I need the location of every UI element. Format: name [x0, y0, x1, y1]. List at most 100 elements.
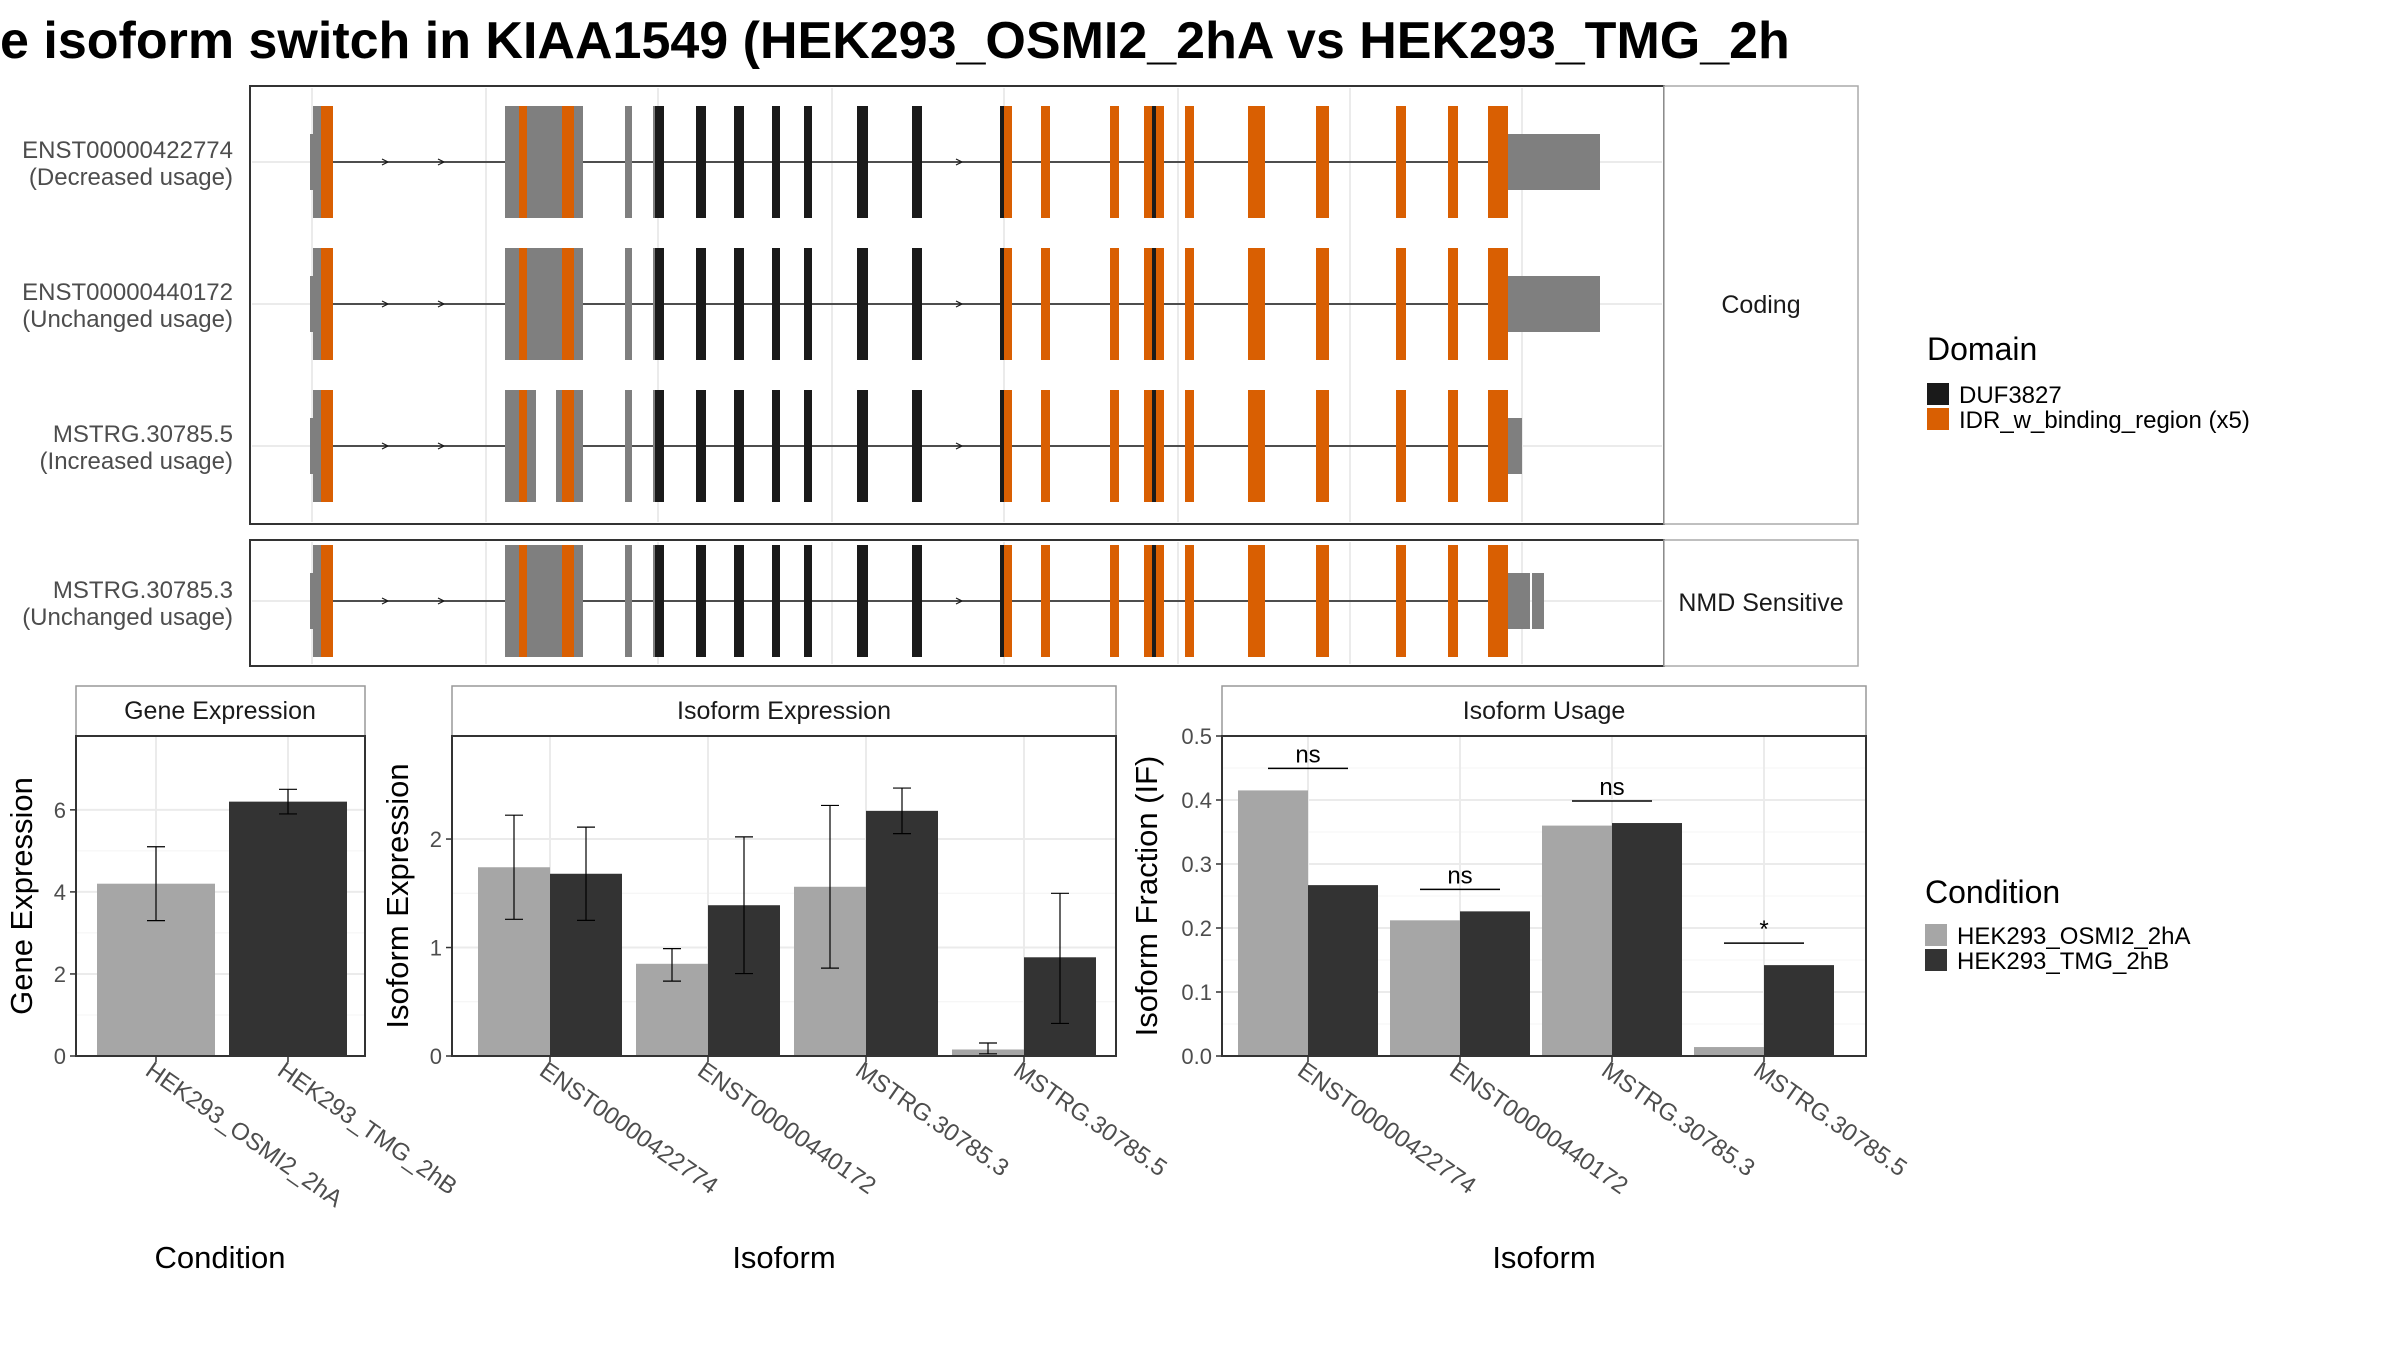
- duf3827-domain: [734, 390, 744, 502]
- idr-region: [1004, 248, 1012, 360]
- significance-label: ns: [1599, 774, 1624, 801]
- y-tick-label: 0.5: [1181, 724, 1212, 749]
- duf3827-domain: [1152, 248, 1156, 360]
- exon-block: [625, 390, 632, 502]
- y-tick-label: 4: [54, 880, 66, 905]
- utr-tail: [1508, 573, 1530, 629]
- duf3827-domain: [772, 106, 780, 218]
- x-tick-label: MSTRG.30785.3: [1597, 1057, 1760, 1182]
- idr-region: [1185, 248, 1194, 360]
- idr-region: [1041, 390, 1050, 502]
- idr-region: [1396, 390, 1406, 502]
- duf3827-domain: [912, 390, 922, 502]
- transcript-usage-2: (Unchanged usage): [22, 306, 233, 333]
- x-tick-label: MSTRG.30785.5: [1749, 1057, 1912, 1182]
- significance-label: ns: [1295, 741, 1320, 768]
- bar: [1460, 911, 1530, 1056]
- idr-region: [519, 545, 527, 657]
- y-tick-label: 0.1: [1181, 980, 1212, 1005]
- exon-gap: [536, 390, 556, 502]
- idr-region: [1448, 248, 1458, 360]
- y-tick-label: 2: [54, 962, 66, 987]
- duf3827-domain: [912, 248, 922, 360]
- idr-region: [562, 390, 574, 502]
- legend-swatch-idr: [1927, 408, 1949, 430]
- significance-label: ns: [1447, 862, 1472, 889]
- idr-region: [1316, 545, 1329, 657]
- bar: [1542, 825, 1612, 1056]
- strand-arrow: [381, 300, 390, 308]
- legend-label-duf3827: DUF3827: [1959, 382, 2062, 409]
- duf3827-domain: [772, 545, 780, 657]
- bar: [1694, 1047, 1764, 1056]
- idr-region: [1396, 248, 1406, 360]
- x-tick-label: MSTRG.30785.3: [851, 1057, 1014, 1182]
- isoform-expression-panel: Isoform Expression 012ENST00000422774ENS…: [380, 685, 1172, 1275]
- transcript-label-4: MSTRG.30785.3: [53, 577, 233, 604]
- idr-region: [1488, 545, 1508, 657]
- idr-region: [562, 248, 574, 360]
- strand-arrow: [381, 597, 390, 605]
- idr-region: [562, 106, 574, 218]
- idr-region: [1248, 248, 1265, 360]
- bar: [1612, 823, 1682, 1056]
- duf3827-domain: [804, 545, 812, 657]
- duf3827-domain: [1152, 106, 1156, 218]
- duf3827-domain: [655, 106, 664, 218]
- duf3827-domain: [912, 545, 922, 657]
- duf3827-domain: [696, 106, 706, 218]
- duf3827-domain: [734, 545, 744, 657]
- gene-expression-title: Gene Expression: [124, 697, 316, 725]
- exon-block: [313, 390, 322, 502]
- duf3827-domain: [696, 390, 706, 502]
- legend-label-tmg: HEK293_TMG_2hB: [1957, 948, 2169, 975]
- idr-region: [1004, 390, 1012, 502]
- idr-region: [1185, 106, 1194, 218]
- exon-block: [313, 248, 322, 360]
- idr-region: [1004, 545, 1012, 657]
- utr-tail: [1508, 134, 1600, 190]
- nmd-strip: [1663, 539, 1859, 667]
- transcript-label-3: MSTRG.30785.5: [53, 421, 233, 448]
- strand-arrow: [955, 158, 964, 166]
- duf3827-domain: [772, 390, 780, 502]
- strand-arrow: [955, 597, 964, 605]
- idr-region: [1110, 545, 1119, 657]
- isoform-expression-ylabel: Isoform Expression: [380, 763, 415, 1028]
- exon-block: [625, 545, 632, 657]
- idr-region: [1248, 390, 1265, 502]
- idr-region: [1248, 106, 1265, 218]
- duf3827-domain: [772, 248, 780, 360]
- y-tick-label: 0.2: [1181, 916, 1212, 941]
- bar: [866, 810, 938, 1056]
- idr-region: [1041, 106, 1050, 218]
- facet-label-nmd: NMD Sensitive: [1678, 589, 1843, 617]
- legend-label-idr: IDR_w_binding_region (x5): [1959, 407, 2250, 434]
- utr-tail: [1532, 573, 1544, 629]
- duf3827-domain: [734, 106, 744, 218]
- transcript-usage-1: (Decreased usage): [29, 164, 233, 191]
- duf3827-domain: [655, 248, 664, 360]
- idr-region: [321, 390, 333, 502]
- exon-block: [625, 248, 632, 360]
- y-tick-label: 0: [430, 1044, 442, 1069]
- idr-region: [1185, 545, 1194, 657]
- idr-region: [1488, 390, 1508, 502]
- gene-expression-ylabel: Gene Expression: [4, 777, 39, 1015]
- idr-region: [1448, 390, 1458, 502]
- duf3827-domain: [655, 545, 664, 657]
- duf3827-domain: [857, 545, 868, 657]
- bar: [229, 801, 347, 1056]
- duf3827-domain: [1152, 390, 1156, 502]
- coding-strip: [1663, 85, 1859, 525]
- idr-region: [1004, 106, 1012, 218]
- idr-region: [1448, 545, 1458, 657]
- strand-arrow: [381, 442, 390, 450]
- y-tick-label: 2: [430, 827, 442, 852]
- strand-arrow: [437, 597, 446, 605]
- y-tick-label: 1: [430, 936, 442, 961]
- duf3827-domain: [734, 248, 744, 360]
- strand-arrow: [955, 442, 964, 450]
- bar: [1308, 885, 1378, 1056]
